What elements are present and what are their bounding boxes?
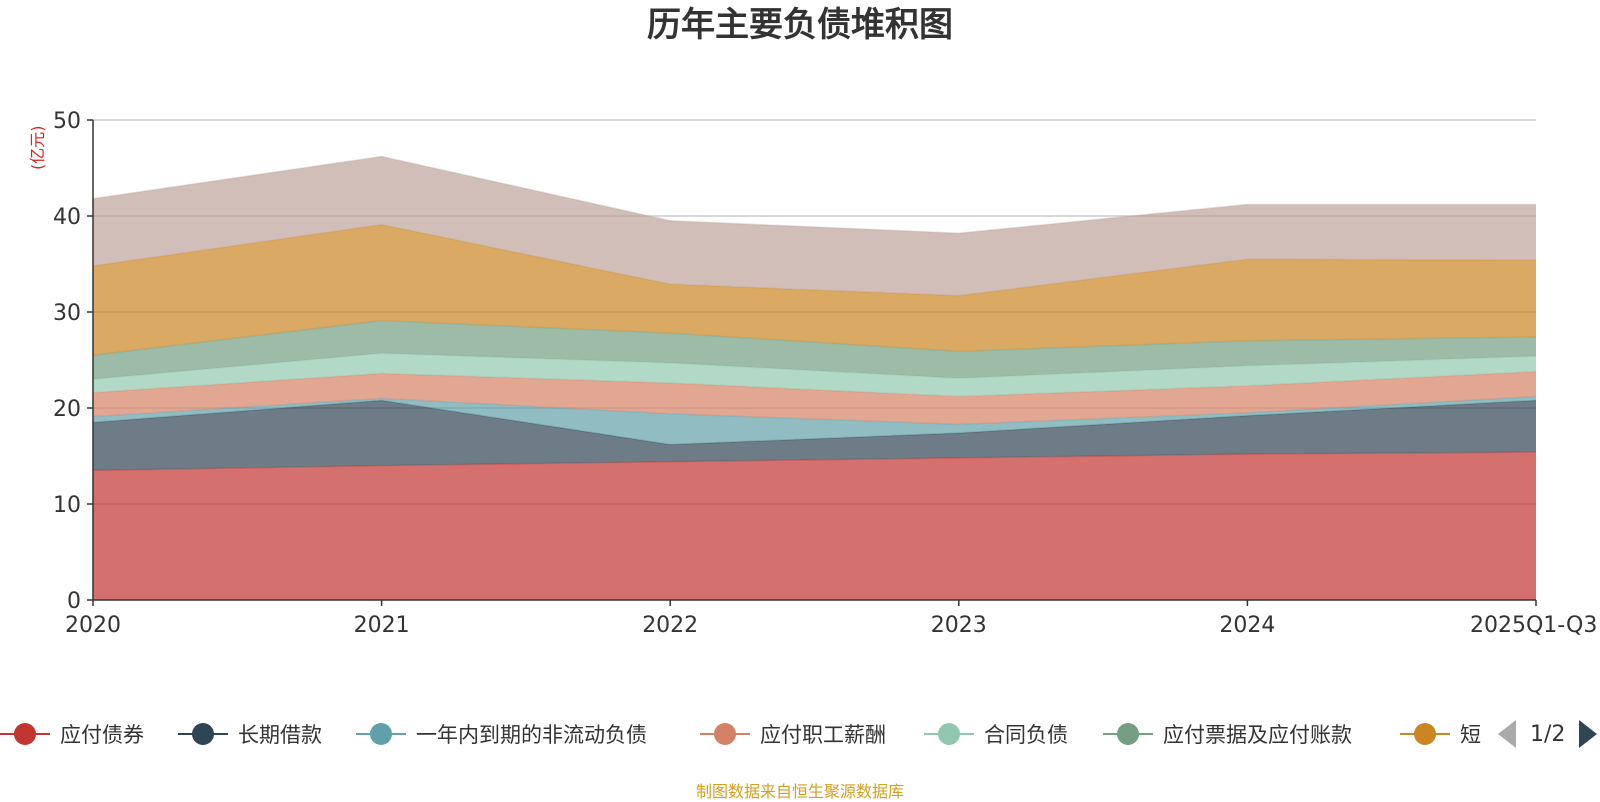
area-其他	[93, 156, 1536, 296]
legend-item-合同负债[interactable]: 合同负债	[924, 714, 1068, 754]
legend-pager: 1/2	[1498, 714, 1598, 754]
legend-marker-icon	[356, 714, 406, 754]
legend-label: 短	[1460, 723, 1481, 747]
legend-item-长期借款[interactable]: 长期借款	[178, 714, 322, 754]
legend-label: 应付债券	[60, 723, 144, 747]
legend-marker-icon	[1103, 714, 1153, 754]
y-tick-label-50: 50	[53, 109, 81, 134]
legend: 应付债券 长期借款 一年内到期的非流动负债 应付职工薪酬 合同负债 应付票据及应付账款 短	[0, 714, 1600, 754]
y-tick-label-40: 40	[53, 205, 81, 230]
legend-marker-icon	[0, 714, 50, 754]
area-一年内到期的非流动负债	[93, 396, 1536, 445]
y-tick-label-30: 30	[53, 301, 81, 326]
source-note: 制图数据来自恒生聚源数据库	[695, 782, 904, 801]
area-应付票据及应付账款	[93, 320, 1536, 380]
y-tick-label-20: 20	[53, 397, 81, 422]
y-tick-label-10: 10	[53, 493, 81, 518]
legend-item-应付债券[interactable]: 应付债券	[0, 714, 144, 754]
series-line-其他	[92, 155, 1536, 235]
area-合同负债	[93, 353, 1536, 397]
y-tick-label-0: 0	[67, 589, 81, 614]
x-tick-label-2022: 2022	[642, 613, 698, 638]
legend-prev-icon[interactable]	[1498, 720, 1516, 748]
areas	[92, 155, 1537, 600]
area-应付债券	[93, 452, 1536, 600]
legend-label: 长期借款	[238, 723, 322, 747]
legend-item-应付职工薪酬[interactable]: 应付职工薪酬	[700, 714, 886, 754]
legend-next-icon[interactable]	[1579, 720, 1598, 748]
x-tick-label-2020: 2020	[65, 613, 121, 638]
x-tick-label-2025Q1-Q3: 2025Q1-Q3	[1470, 613, 1597, 638]
legend-marker-icon	[1400, 714, 1450, 754]
legend-label: 合同负债	[984, 723, 1068, 747]
legend-marker-icon	[178, 714, 228, 754]
legend-label: 应付职工薪酬	[760, 723, 886, 747]
area-长期借款	[93, 400, 1536, 471]
x-tick-label-2024: 2024	[1219, 613, 1275, 638]
legend-page-indicator: 1/2	[1530, 721, 1566, 747]
legend-item-一年内到期的非流动负债[interactable]: 一年内到期的非流动负债	[356, 714, 647, 754]
x-tick-label-2021: 2021	[354, 613, 410, 638]
legend-marker-icon	[700, 714, 750, 754]
chart-title: 历年主要负债堆积图	[647, 5, 953, 45]
legend-item-短[interactable]: 短	[1400, 714, 1481, 754]
legend-marker-icon	[924, 714, 974, 754]
legend-item-应付票据及应付账款[interactable]: 应付票据及应付账款	[1103, 714, 1352, 754]
area-短期借款	[93, 224, 1536, 356]
legend-label: 应付票据及应付账款	[1163, 723, 1352, 747]
x-tick-label-2023: 2023	[931, 613, 987, 638]
legend-label: 一年内到期的非流动负债	[416, 723, 647, 747]
area-应付职工薪酬	[93, 371, 1536, 425]
